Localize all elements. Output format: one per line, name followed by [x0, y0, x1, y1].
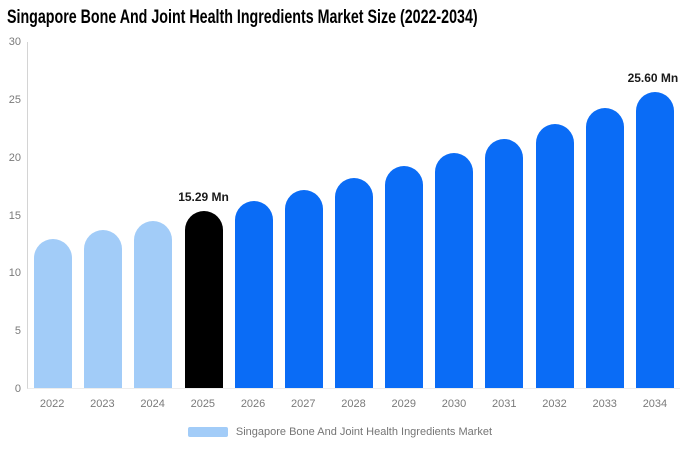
y-tick-label: 5 [14, 325, 21, 338]
bar-slot-2030 [429, 42, 479, 388]
bar-slot-2031 [479, 42, 529, 388]
legend-swatch [187, 427, 228, 437]
y-axis: 0 5 10 15 20 25 30 [0, 0, 21, 450]
x-tick-label-2032: 2032 [542, 398, 567, 410]
chart-title: Singapore Bone And Joint Health Ingredie… [7, 7, 478, 28]
bar-slot-2032 [530, 42, 580, 388]
bar-slot-2025: 15.29 Mn [178, 42, 229, 388]
bar-2030 [435, 152, 474, 388]
legend-label: Singapore Bone And Joint Health Ingredie… [235, 426, 493, 438]
y-tick-label: 30 [8, 36, 21, 48]
bar-slot-2022 [28, 42, 78, 388]
x-tick-label-2026: 2026 [240, 398, 266, 410]
bar-2022 [34, 239, 73, 388]
bar-slot-2033 [580, 42, 630, 388]
bar-slot-2034: 25.60 Mn [627, 42, 680, 388]
x-tick-label-2024: 2024 [140, 398, 165, 410]
x-tick-label-2022: 2022 [39, 398, 65, 410]
bar-2027 [284, 189, 323, 388]
bar-slot-2023 [78, 42, 128, 388]
x-tick-label-2031: 2031 [491, 398, 517, 410]
bar-value-label-2034: 25.60 Mn [627, 70, 679, 85]
x-tick-label-2034: 2034 [642, 398, 668, 410]
bar-2031 [485, 138, 524, 388]
x-tick-label-2028: 2028 [341, 398, 366, 410]
bar-2029 [385, 165, 424, 388]
y-tick-label: 0 [14, 383, 21, 395]
legend: Singapore Bone And Joint Health Ingredie… [0, 426, 680, 438]
x-tick-label-2030: 2030 [441, 398, 467, 410]
bar-2025 [184, 211, 223, 388]
bar-value-label-2025: 15.29 Mn [178, 190, 229, 205]
bar-2034 [635, 91, 674, 388]
bar-2024 [134, 221, 173, 388]
y-tick-label: 10 [8, 267, 21, 280]
y-tick-label: 25 [8, 93, 21, 106]
x-tick-label-2029: 2029 [391, 398, 416, 410]
bar-slot-2028 [329, 42, 379, 388]
x-axis: 2022 2023 2024 2025 2026 2027 2028 2029 2030 2031… [27, 397, 680, 411]
bar-2032 [535, 124, 574, 388]
y-tick-label: 20 [8, 151, 21, 164]
bar-slot-2024 [128, 42, 178, 388]
bar-2023 [84, 230, 123, 388]
bar-2026 [234, 200, 273, 388]
bar-slot-2027 [279, 42, 329, 388]
bar-2033 [585, 108, 624, 388]
x-tick-label-2033: 2033 [592, 398, 617, 410]
x-tick-label-2025: 2025 [190, 398, 216, 410]
plot-area: 15.29 Mn 25.60 Mn [27, 42, 680, 389]
y-tick-label: 15 [8, 209, 21, 222]
bars-container: 15.29 Mn 25.60 Mn [28, 42, 680, 388]
bar-slot-2029 [379, 42, 429, 388]
bar-2028 [335, 178, 374, 388]
x-tick-label-2027: 2027 [291, 398, 316, 410]
bar-slot-2026 [229, 42, 279, 388]
x-tick-label-2023: 2023 [90, 398, 115, 410]
